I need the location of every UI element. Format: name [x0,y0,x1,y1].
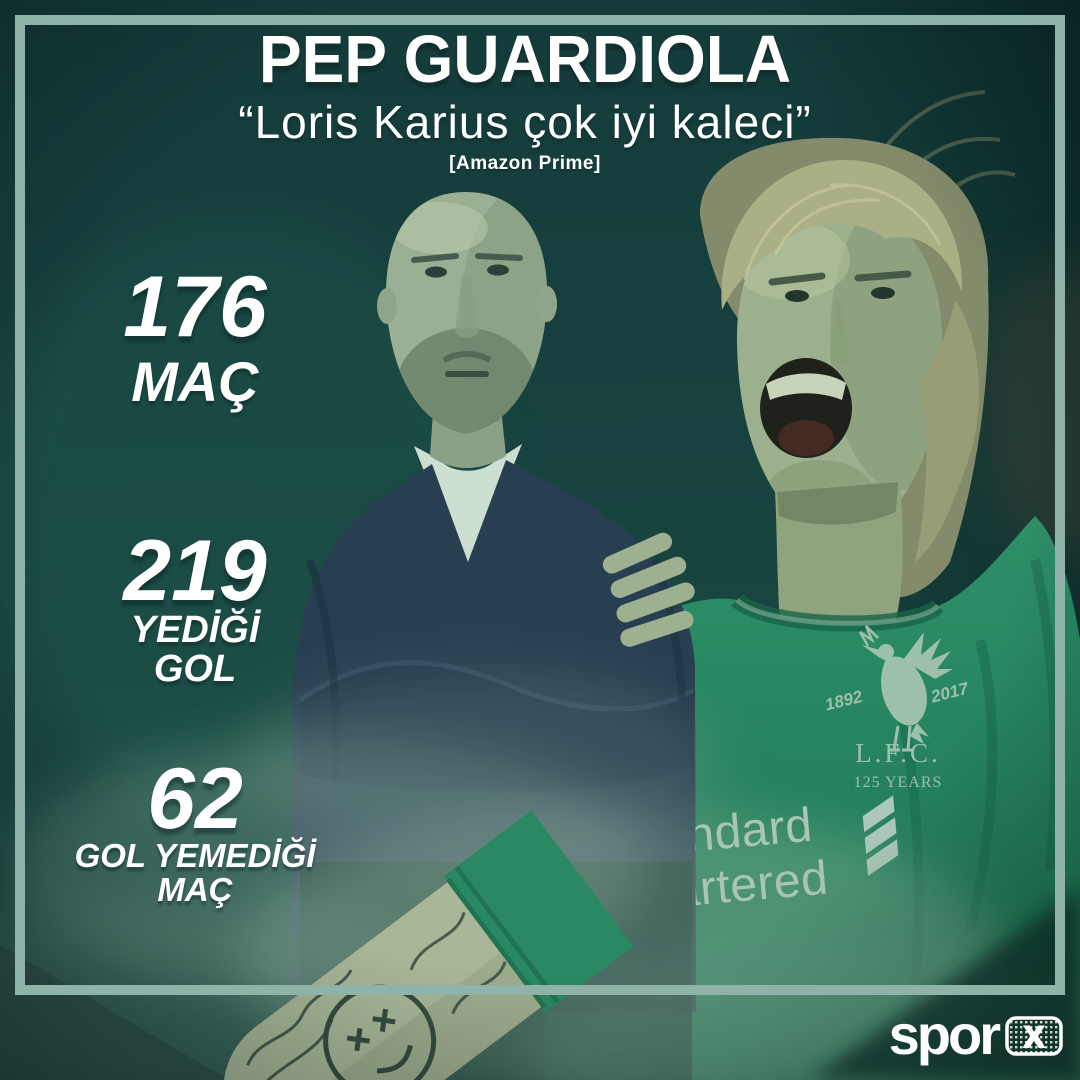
sporx-x-icon: X [1005,1015,1063,1056]
stat-label-line2: MAÇ [157,870,233,908]
stat-value: 219 [123,523,267,619]
stat-value: 176 [123,259,267,355]
stat-label: GOL YEMEDİĞİ [74,837,316,875]
quote-text: “Loris Karius çok iyi kaleci” [238,96,812,149]
sporx-wordmark: spor [888,1003,1001,1067]
stat-value: 62 [147,751,243,847]
header: PEP GUARDIOLA “Loris Karius çok iyi kale… [0,0,1065,175]
sporx-logo: spor X [888,1003,1063,1067]
page-title: PEP GUARDIOLA [258,21,792,97]
stat-goals-conceded: 219 YEDİĞİ GOL [40,523,350,690]
stat-label: MAÇ [131,350,259,414]
stat-clean-sheets: 62 GOL YEMEDİĞİ MAÇ [40,751,350,908]
stat-label-line2: GOL [153,647,237,690]
quote-source: [Amazon Prime] [449,153,601,175]
stat-label: YEDİĞİ [130,609,260,652]
stat-matches: 176 MAÇ [40,259,350,414]
sporx-x-letter: X [1024,1021,1044,1054]
